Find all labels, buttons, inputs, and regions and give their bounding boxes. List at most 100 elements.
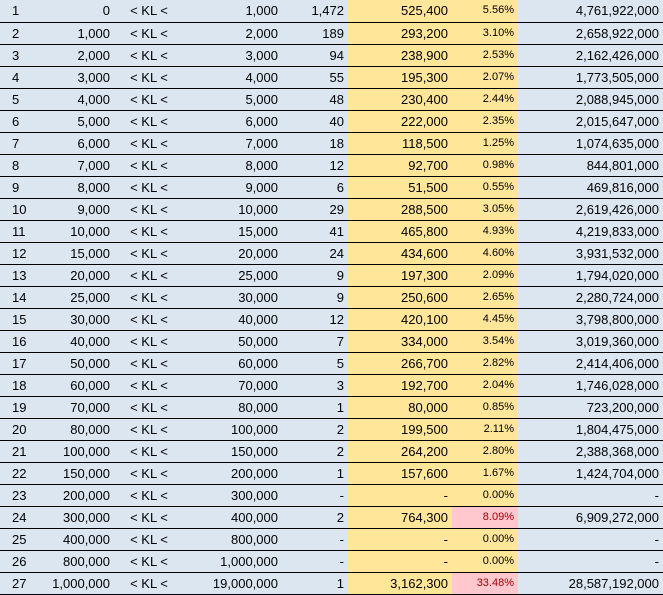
range-to-cell[interactable]: 70,000 (184, 374, 282, 397)
amount-cell[interactable]: 118,500 (348, 132, 452, 155)
amount-cell[interactable]: 199,500 (348, 418, 452, 441)
operator-cell[interactable]: < KL < (114, 528, 184, 551)
total-cell[interactable]: 1,424,704,000 (518, 462, 663, 485)
range-to-cell[interactable]: 4,000 (184, 66, 282, 89)
count-cell[interactable]: 12 (282, 154, 348, 177)
count-cell[interactable]: 48 (282, 88, 348, 111)
amount-cell[interactable]: 157,600 (348, 462, 452, 485)
operator-cell[interactable]: < KL < (114, 396, 184, 419)
percent-cell[interactable]: 0.00% (452, 484, 518, 507)
operator-cell[interactable]: < KL < (114, 132, 184, 155)
count-cell[interactable]: 3 (282, 374, 348, 397)
count-cell[interactable]: 9 (282, 264, 348, 287)
operator-cell[interactable]: < KL < (114, 352, 184, 375)
total-cell[interactable]: 2,088,945,000 (518, 88, 663, 111)
count-cell[interactable]: 6 (282, 176, 348, 199)
range-from-cell[interactable]: 150,000 (42, 462, 114, 485)
operator-cell[interactable]: < KL < (114, 176, 184, 199)
percent-cell[interactable]: 2.80% (452, 440, 518, 463)
total-cell[interactable]: 1,746,028,000 (518, 374, 663, 397)
row-index-cell[interactable]: 3 (0, 44, 42, 67)
range-to-cell[interactable]: 25,000 (184, 264, 282, 287)
operator-cell[interactable]: < KL < (114, 88, 184, 111)
count-cell[interactable]: 5 (282, 352, 348, 375)
row-index-cell[interactable]: 2 (0, 22, 42, 45)
percent-cell[interactable]: 0.00% (452, 550, 518, 573)
amount-cell[interactable]: 230,400 (348, 88, 452, 111)
row-index-cell[interactable]: 24 (0, 506, 42, 529)
amount-cell[interactable]: 525,400 (348, 0, 452, 23)
range-from-cell[interactable]: 80,000 (42, 418, 114, 441)
range-to-cell[interactable]: 7,000 (184, 132, 282, 155)
range-to-cell[interactable]: 15,000 (184, 220, 282, 243)
operator-cell[interactable]: < KL < (114, 286, 184, 309)
operator-cell[interactable]: < KL < (114, 484, 184, 507)
total-cell[interactable]: 3,019,360,000 (518, 330, 663, 353)
range-from-cell[interactable]: 1,000,000 (42, 572, 114, 595)
operator-cell[interactable]: < KL < (114, 22, 184, 45)
count-cell[interactable]: - (282, 484, 348, 507)
row-index-cell[interactable]: 9 (0, 176, 42, 199)
percent-cell[interactable]: 3.10% (452, 22, 518, 45)
range-to-cell[interactable]: 5,000 (184, 88, 282, 111)
percent-cell[interactable]: 5.56% (452, 0, 518, 23)
total-cell[interactable]: 4,219,833,000 (518, 220, 663, 243)
range-from-cell[interactable]: 800,000 (42, 550, 114, 573)
percent-cell[interactable]: 3.05% (452, 198, 518, 221)
total-cell[interactable]: 1,773,505,000 (518, 66, 663, 89)
percent-cell[interactable]: 2.04% (452, 374, 518, 397)
range-from-cell[interactable]: 15,000 (42, 242, 114, 265)
range-from-cell[interactable]: 25,000 (42, 286, 114, 309)
count-cell[interactable]: 55 (282, 66, 348, 89)
amount-cell[interactable]: 250,600 (348, 286, 452, 309)
percent-cell[interactable]: 3.54% (452, 330, 518, 353)
range-from-cell[interactable]: 10,000 (42, 220, 114, 243)
count-cell[interactable]: 1,472 (282, 0, 348, 23)
amount-cell[interactable]: 434,600 (348, 242, 452, 265)
row-index-cell[interactable]: 12 (0, 242, 42, 265)
amount-cell[interactable]: 80,000 (348, 396, 452, 419)
count-cell[interactable]: 2 (282, 506, 348, 529)
operator-cell[interactable]: < KL < (114, 418, 184, 441)
total-cell[interactable]: 2,015,647,000 (518, 110, 663, 133)
amount-cell[interactable]: 293,200 (348, 22, 452, 45)
range-from-cell[interactable]: 40,000 (42, 330, 114, 353)
operator-cell[interactable]: < KL < (114, 220, 184, 243)
amount-cell[interactable]: 195,300 (348, 66, 452, 89)
amount-cell[interactable]: 288,500 (348, 198, 452, 221)
row-index-cell[interactable]: 26 (0, 550, 42, 573)
operator-cell[interactable]: < KL < (114, 462, 184, 485)
operator-cell[interactable]: < KL < (114, 374, 184, 397)
range-from-cell[interactable]: 400,000 (42, 528, 114, 551)
range-to-cell[interactable]: 50,000 (184, 330, 282, 353)
count-cell[interactable]: 1 (282, 572, 348, 595)
percent-cell[interactable]: 0.00% (452, 528, 518, 551)
range-to-cell[interactable]: 150,000 (184, 440, 282, 463)
range-to-cell[interactable]: 6,000 (184, 110, 282, 133)
range-from-cell[interactable]: 50,000 (42, 352, 114, 375)
amount-cell[interactable]: - (348, 528, 452, 551)
operator-cell[interactable]: < KL < (114, 154, 184, 177)
range-to-cell[interactable]: 1,000,000 (184, 550, 282, 573)
total-cell[interactable]: 844,801,000 (518, 154, 663, 177)
range-from-cell[interactable]: 7,000 (42, 154, 114, 177)
range-from-cell[interactable]: 6,000 (42, 132, 114, 155)
count-cell[interactable]: - (282, 550, 348, 573)
row-index-cell[interactable]: 18 (0, 374, 42, 397)
count-cell[interactable]: - (282, 528, 348, 551)
row-index-cell[interactable]: 8 (0, 154, 42, 177)
operator-cell[interactable]: < KL < (114, 550, 184, 573)
row-index-cell[interactable]: 6 (0, 110, 42, 133)
percent-cell[interactable]: 33.48% (452, 572, 518, 595)
range-to-cell[interactable]: 30,000 (184, 286, 282, 309)
count-cell[interactable]: 2 (282, 440, 348, 463)
total-cell[interactable]: 1,074,635,000 (518, 132, 663, 155)
amount-cell[interactable]: 197,300 (348, 264, 452, 287)
row-index-cell[interactable]: 23 (0, 484, 42, 507)
count-cell[interactable]: 24 (282, 242, 348, 265)
operator-cell[interactable]: < KL < (114, 440, 184, 463)
range-to-cell[interactable]: 2,000 (184, 22, 282, 45)
range-from-cell[interactable]: 1,000 (42, 22, 114, 45)
amount-cell[interactable]: 764,300 (348, 506, 452, 529)
row-index-cell[interactable]: 25 (0, 528, 42, 551)
